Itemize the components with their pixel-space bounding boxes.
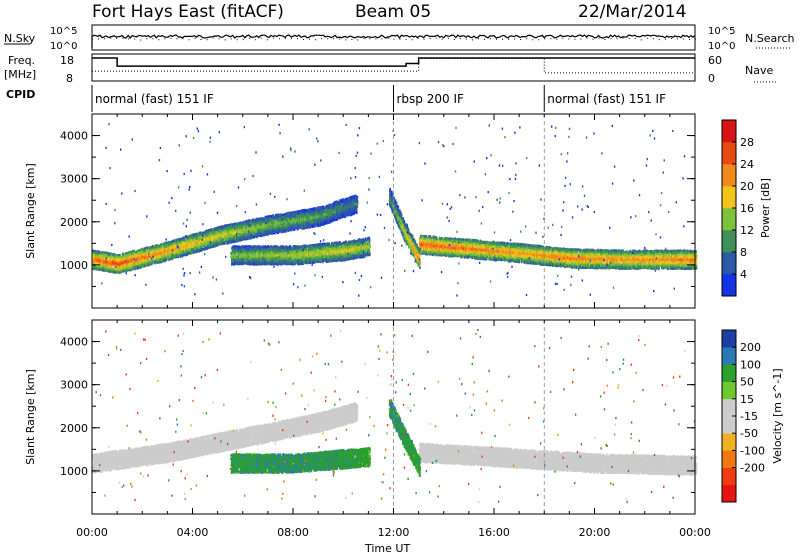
- frequency-trace: [92, 58, 695, 66]
- frequency-panel: Freq. [MHz] 18 8 60 0 Nave: [4, 54, 778, 85]
- station-title: Fort Hays East (fitACF): [92, 2, 284, 22]
- noise-left-label: N.Sky: [4, 32, 36, 45]
- range-cell: [164, 249, 166, 252]
- noise-sky-trace: [92, 35, 695, 48]
- cpid-segment-label: normal (fast) 151 IF: [95, 92, 214, 106]
- noise-right-tick-top: 10^5: [708, 26, 735, 37]
- beam-title: Beam 05: [355, 2, 431, 22]
- noise-right-label: N.Search: [745, 32, 795, 45]
- freq-label-line2: [MHz]: [4, 68, 36, 81]
- range-cell: [183, 254, 185, 257]
- noise-search-trace: [92, 38, 697, 40]
- nave-tick-bottom: 0: [708, 72, 715, 85]
- range-cell: [134, 250, 136, 253]
- range-cell: [199, 237, 201, 240]
- cpid-panel: CPID normal (fast) 151 IF rbsp 200 IF norm…: [6, 85, 666, 112]
- noise-panel: N.Sky 10^5 10^0 10^5 10^0 N.Search: [4, 25, 795, 52]
- radar-figure: Fort Hays East (fitACF) Beam 05 22/Mar/2…: [0, 0, 800, 554]
- range-cell: [182, 254, 184, 257]
- range-cell: [166, 248, 168, 251]
- nave-tick-top: 60: [708, 54, 722, 67]
- range-cell: [98, 251, 100, 254]
- freq-label-line1: Freq.: [8, 54, 35, 67]
- range-cell: [117, 262, 119, 265]
- range-cell: [126, 269, 128, 272]
- range-cell: [166, 252, 168, 255]
- cpid-label: CPID: [6, 88, 35, 101]
- range-cell: [177, 254, 179, 257]
- range-cell: [179, 255, 181, 258]
- noise-left-tick-top: 10^5: [50, 26, 77, 37]
- nave-label: Nave: [745, 64, 773, 77]
- noise-right-tick-bottom: 10^0: [708, 41, 735, 52]
- freq-tick-top: 18: [60, 54, 74, 67]
- freq-tick-bottom: 8: [66, 72, 73, 85]
- noise-left-tick-bottom: 10^0: [50, 41, 77, 52]
- cpid-segment-label: normal (fast) 151 IF: [547, 92, 666, 106]
- date-title: 22/Mar/2014: [578, 2, 686, 22]
- cpid-segment-label: rbsp 200 IF: [397, 92, 464, 106]
